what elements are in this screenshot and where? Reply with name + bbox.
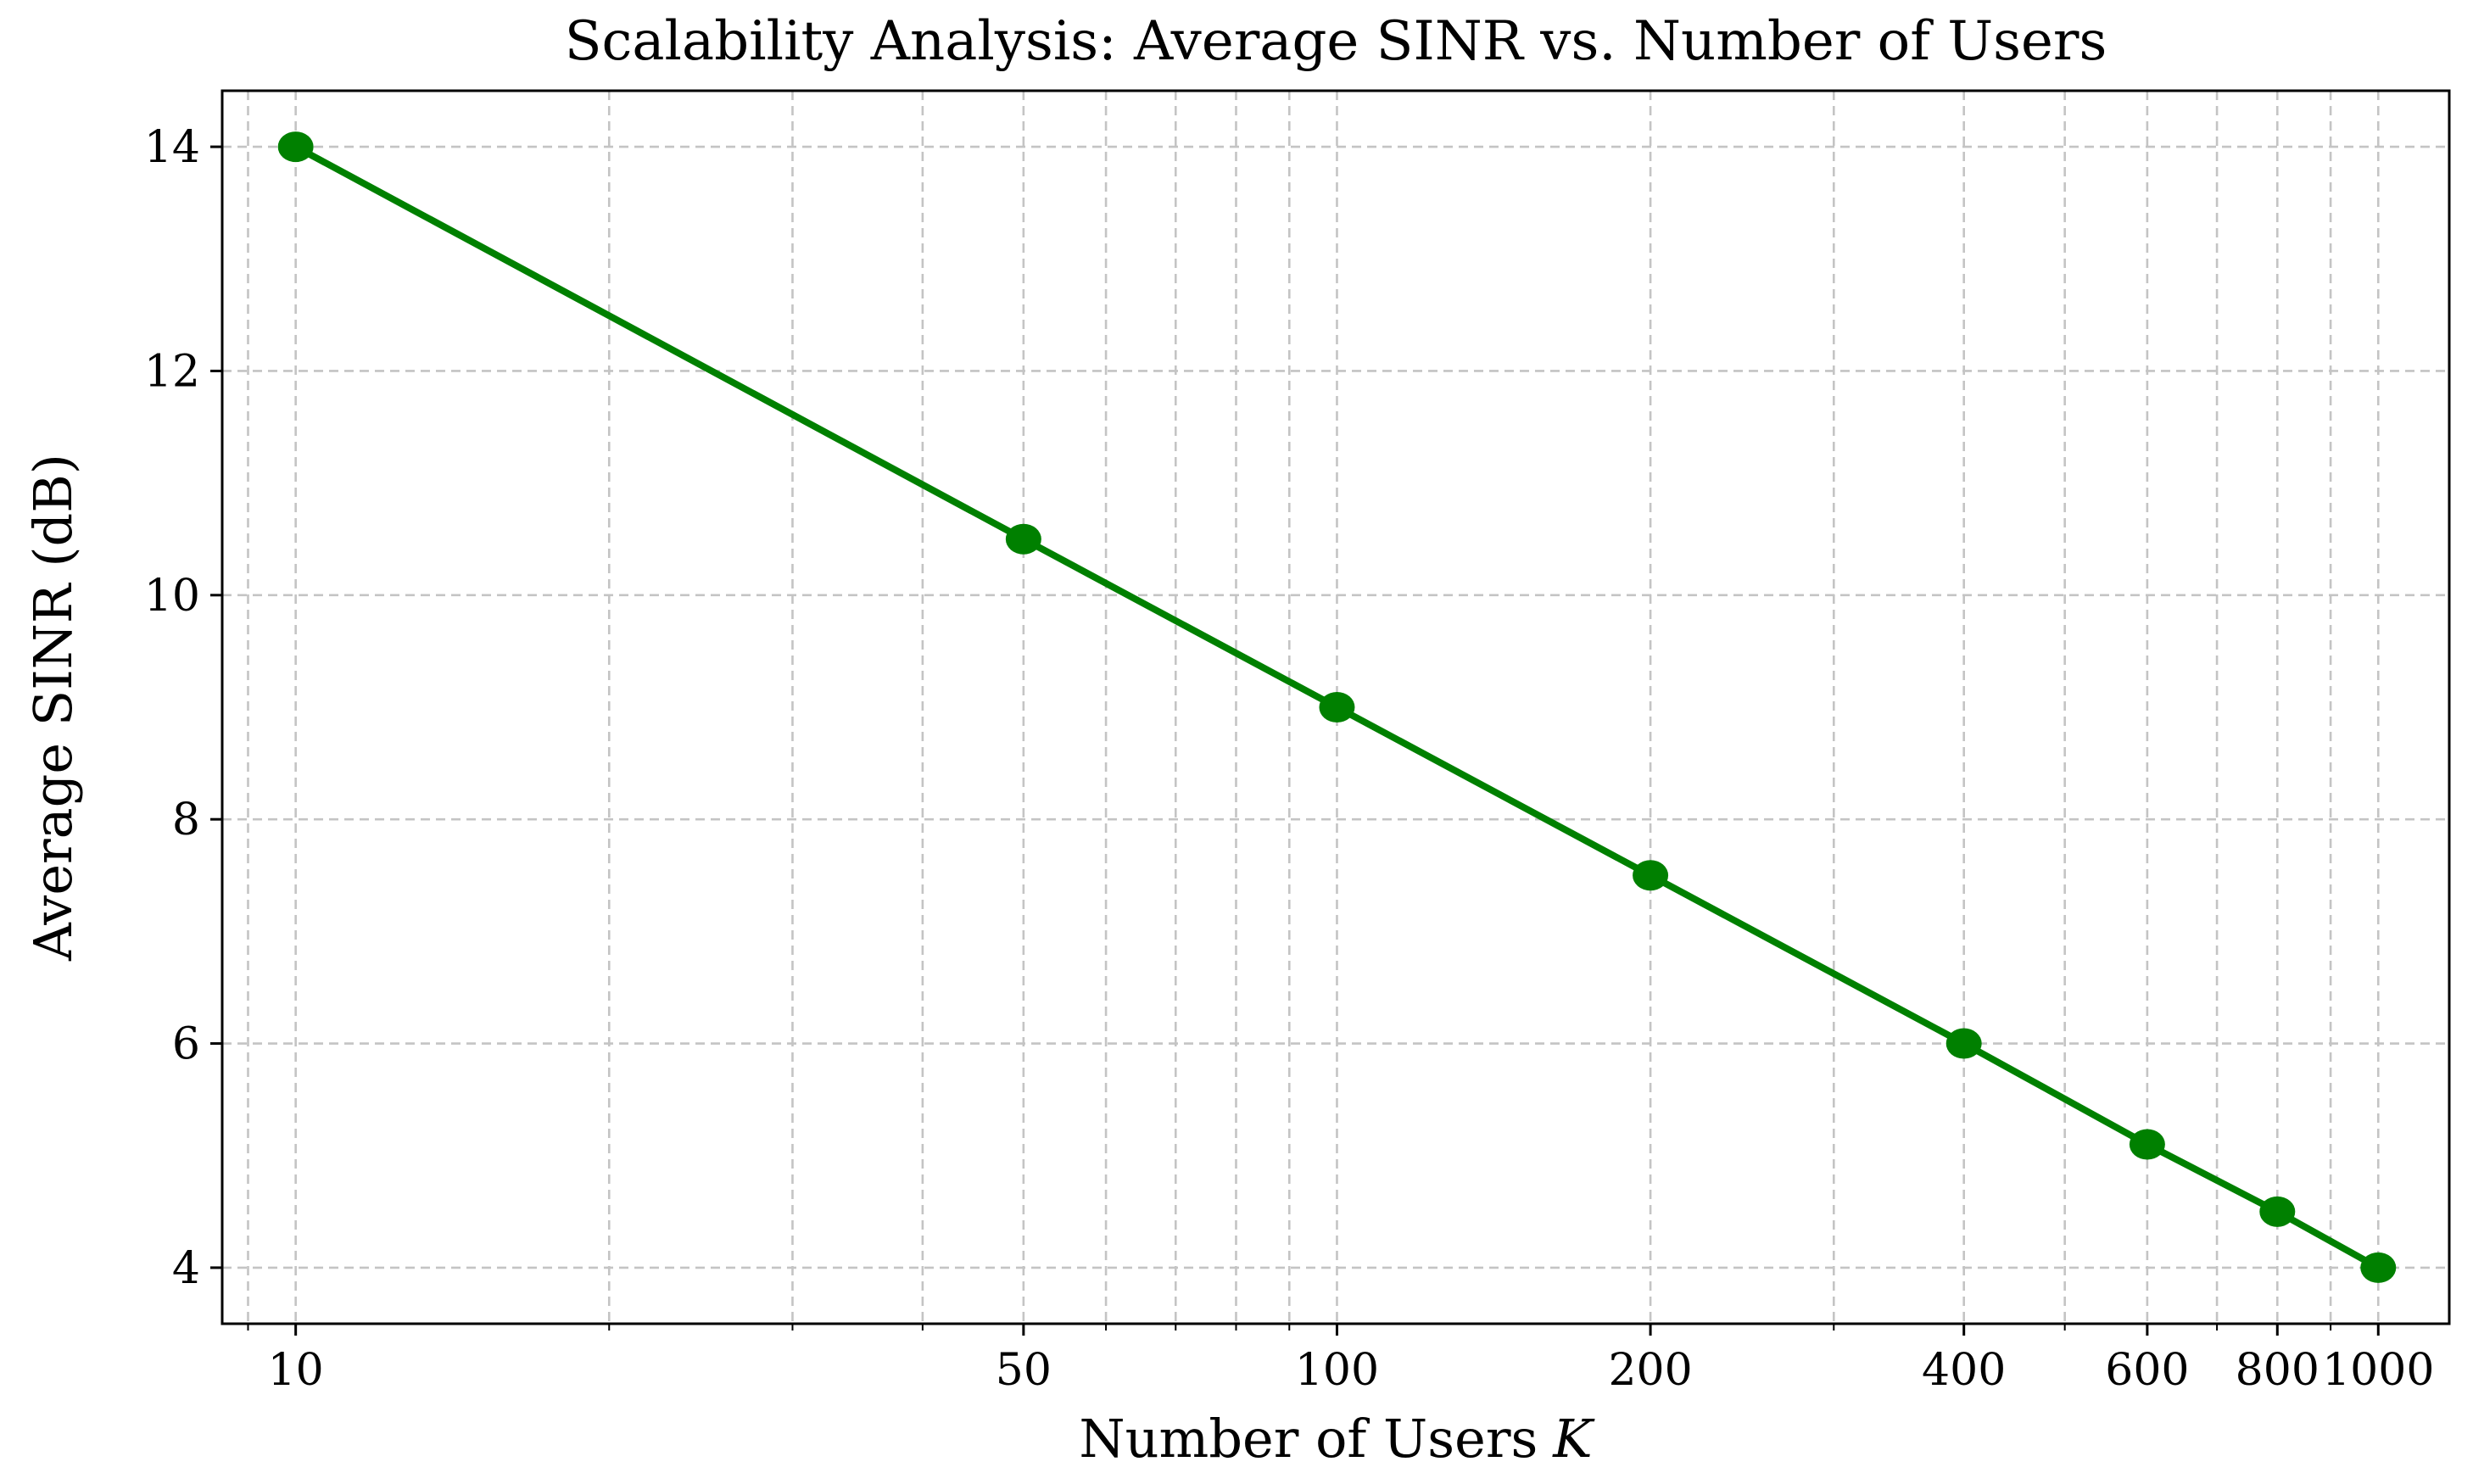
x-tick-label: 800 (2236, 1345, 2319, 1396)
x-axis-symbol: K (1552, 1408, 1595, 1470)
data-point (1005, 523, 1041, 555)
y-tick-label: 12 (144, 346, 200, 397)
data-point (1319, 692, 1355, 722)
x-tick-label: 200 (1608, 1345, 1692, 1396)
x-tick-label: 50 (996, 1345, 1052, 1396)
y-tick-label: 8 (172, 795, 200, 845)
x-axis-label: Number of Users K (1079, 1408, 1595, 1470)
data-point (1945, 1028, 1982, 1059)
x-tick-label: 400 (1922, 1345, 2006, 1396)
data-point (2129, 1129, 2165, 1160)
x-tick-label: 10 (268, 1345, 324, 1396)
grid-layer (222, 91, 2449, 1324)
x-tick-label: 1000 (2322, 1345, 2434, 1396)
y-axis-label: Average SINR (dB) (22, 454, 84, 962)
data-point (2360, 1252, 2397, 1283)
y-tick-label: 14 (144, 122, 200, 173)
x-tick-label: 600 (2105, 1345, 2189, 1396)
tick-layer: 4 6 8 10 12 14 10 50 100 200 400 600 800 1000 (144, 122, 2435, 1396)
series-layer (277, 131, 2397, 1283)
y-tick-label: 6 (172, 1019, 200, 1070)
data-point (2259, 1196, 2296, 1227)
series-line (292, 143, 2382, 1271)
data-point (1633, 860, 1669, 891)
x-axis-label-text: Number of Users (1079, 1408, 1538, 1470)
x-tick-label: 100 (1295, 1345, 1379, 1396)
y-tick-label: 10 (144, 571, 200, 622)
chart-title: Scalability Analysis: Average SINR vs. N… (565, 10, 2107, 73)
data-point (277, 131, 314, 163)
y-tick-label: 4 (172, 1243, 200, 1294)
